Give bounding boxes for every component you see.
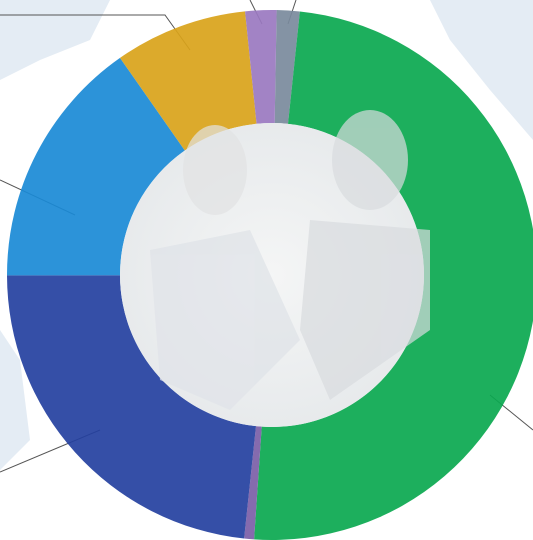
chart xyxy=(0,0,533,540)
